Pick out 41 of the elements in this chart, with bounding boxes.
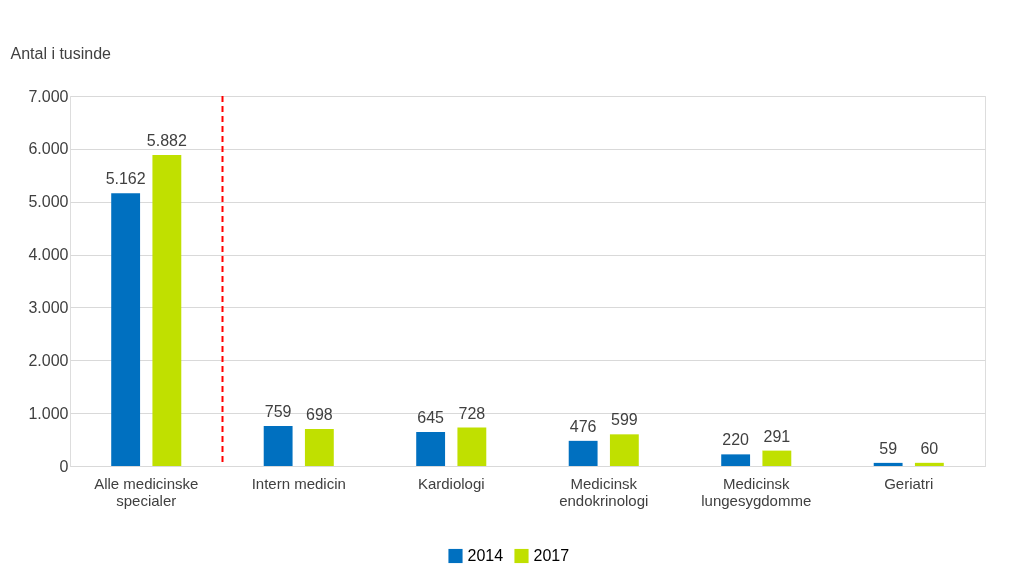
data-label: 476 [569,417,597,435]
y-tick-label: 2.000 [28,351,69,369]
x-tick-label: Medicinsk lungesygdomme [701,474,812,509]
bar [721,454,751,466]
bar [873,462,903,466]
y-tick-label: 5.000 [28,193,69,211]
legend-label: 2014 [467,547,504,564]
x-tick-label: Kardiologi [417,474,485,492]
x-tick-label: Medicinsk endokrinologi [559,474,649,509]
x-tick-label: Intern medicin [251,474,346,492]
data-label: 5.162 [105,170,146,188]
y-tick-label: 7.000 [28,87,69,105]
bar [111,193,141,466]
data-label: 59 [879,439,898,457]
y-tick-label: 1.000 [28,404,69,422]
bar [609,434,639,466]
data-label: 728 [458,404,486,422]
bar [914,462,944,466]
y-tick-label: 0 [59,457,69,475]
x-tick-label: Geriatri [884,474,934,492]
y-tick-label: 3.000 [28,298,69,316]
data-label: 291 [763,427,791,445]
y-tick-label: 6.000 [28,140,69,158]
data-label: 220 [722,431,750,449]
data-label: 60 [920,439,939,457]
data-label: 759 [264,402,292,420]
y-axis-title: Antal i tusinde [10,44,112,62]
bar [416,431,446,466]
data-label: 645 [417,408,445,426]
data-label: 698 [306,406,333,424]
bar [568,440,598,466]
bar [152,155,182,466]
data-label: 5.882 [146,132,187,150]
y-tick-label: 4.000 [28,246,69,264]
data-label: 599 [611,411,638,429]
bar [762,450,792,466]
bar [304,429,334,466]
legend-label: 2017 [533,547,570,564]
bar [457,427,487,466]
bar [263,425,293,466]
x-tick-label: Alle medicinske specialer [94,474,199,509]
